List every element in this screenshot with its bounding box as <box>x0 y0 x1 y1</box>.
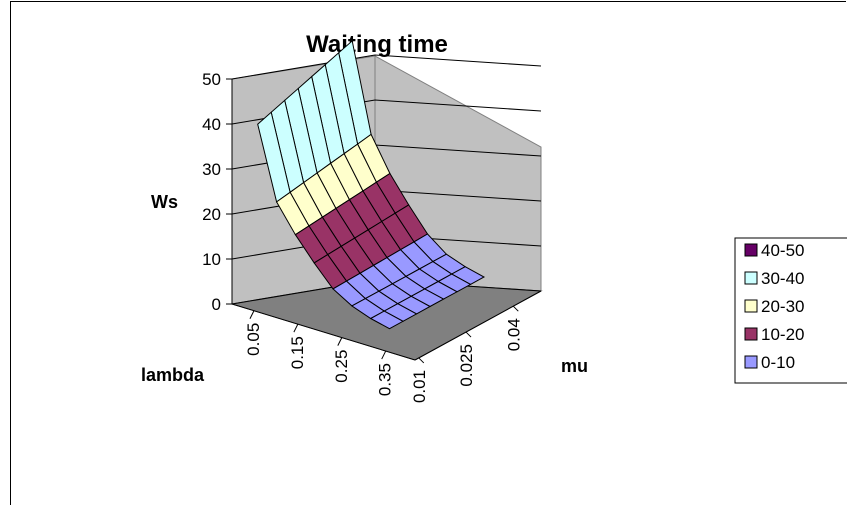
z-tick-label: 40 <box>202 115 221 134</box>
chart-area: Waiting time 0 10 20 30 40 50 0.05 0.15 0.25 0.3… <box>10 1 847 505</box>
lambda-tick-mark <box>381 350 387 360</box>
mu-axis-title: mu <box>561 356 588 376</box>
mu-tick-mark <box>465 331 472 338</box>
z-tick-label: 0 <box>212 295 221 314</box>
legend-label: 30-40 <box>761 269 804 288</box>
legend-swatch <box>744 243 758 257</box>
legend-swatch <box>744 299 758 313</box>
chart-title: Waiting time <box>306 31 448 58</box>
z-axis: 0 10 20 30 40 50 <box>202 70 233 314</box>
lambda-tick-mark <box>249 310 255 319</box>
z-axis-title: Ws <box>151 192 178 212</box>
lambda-tick-label: 0.25 <box>332 350 351 383</box>
legend-label: 10-20 <box>761 325 804 344</box>
lambda-tick-mark <box>293 323 299 333</box>
z-tick-label: 10 <box>202 250 221 269</box>
legend-label: 0-10 <box>761 353 795 372</box>
z-gridline-50 <box>231 54 542 80</box>
lambda-axis: 0.05 0.15 0.25 0.35 <box>231 303 416 396</box>
lambda-axis-line <box>231 303 416 361</box>
legend-swatch <box>744 327 758 341</box>
z-tick-label: 20 <box>202 205 221 224</box>
legend: 40-50 30-40 20-30 10-20 0-10 <box>734 237 847 384</box>
lambda-axis-title: lambda <box>141 365 205 385</box>
lambda-tick-label: 0.05 <box>244 323 263 356</box>
lambda-tick-mark <box>337 337 343 346</box>
mu-tick-mark <box>512 305 519 312</box>
mu-tick-mark <box>418 357 425 364</box>
mu-axis-line <box>414 290 542 361</box>
surface-mesh <box>257 39 486 330</box>
legend-swatch <box>744 271 758 285</box>
legend-swatch <box>744 355 758 369</box>
mu-axis: 0.01 0.025 0.04 <box>410 290 542 403</box>
mu-tick-label: 0.04 <box>504 318 523 351</box>
mu-tick-label: 0.01 <box>410 370 429 403</box>
surface-cell <box>369 310 405 330</box>
z-tick-label: 50 <box>202 70 221 89</box>
lambda-tick-label: 0.35 <box>376 363 395 396</box>
lambda-tick-label: 0.15 <box>288 336 307 369</box>
surface-chart: Waiting time 0 10 20 30 40 50 0.05 0.15 0.25 0.3… <box>141 31 847 403</box>
mu-tick-label: 0.025 <box>457 344 476 387</box>
z-tick-label: 30 <box>202 160 221 179</box>
legend-label: 20-30 <box>761 297 804 316</box>
legend-label: 40-50 <box>761 241 804 260</box>
